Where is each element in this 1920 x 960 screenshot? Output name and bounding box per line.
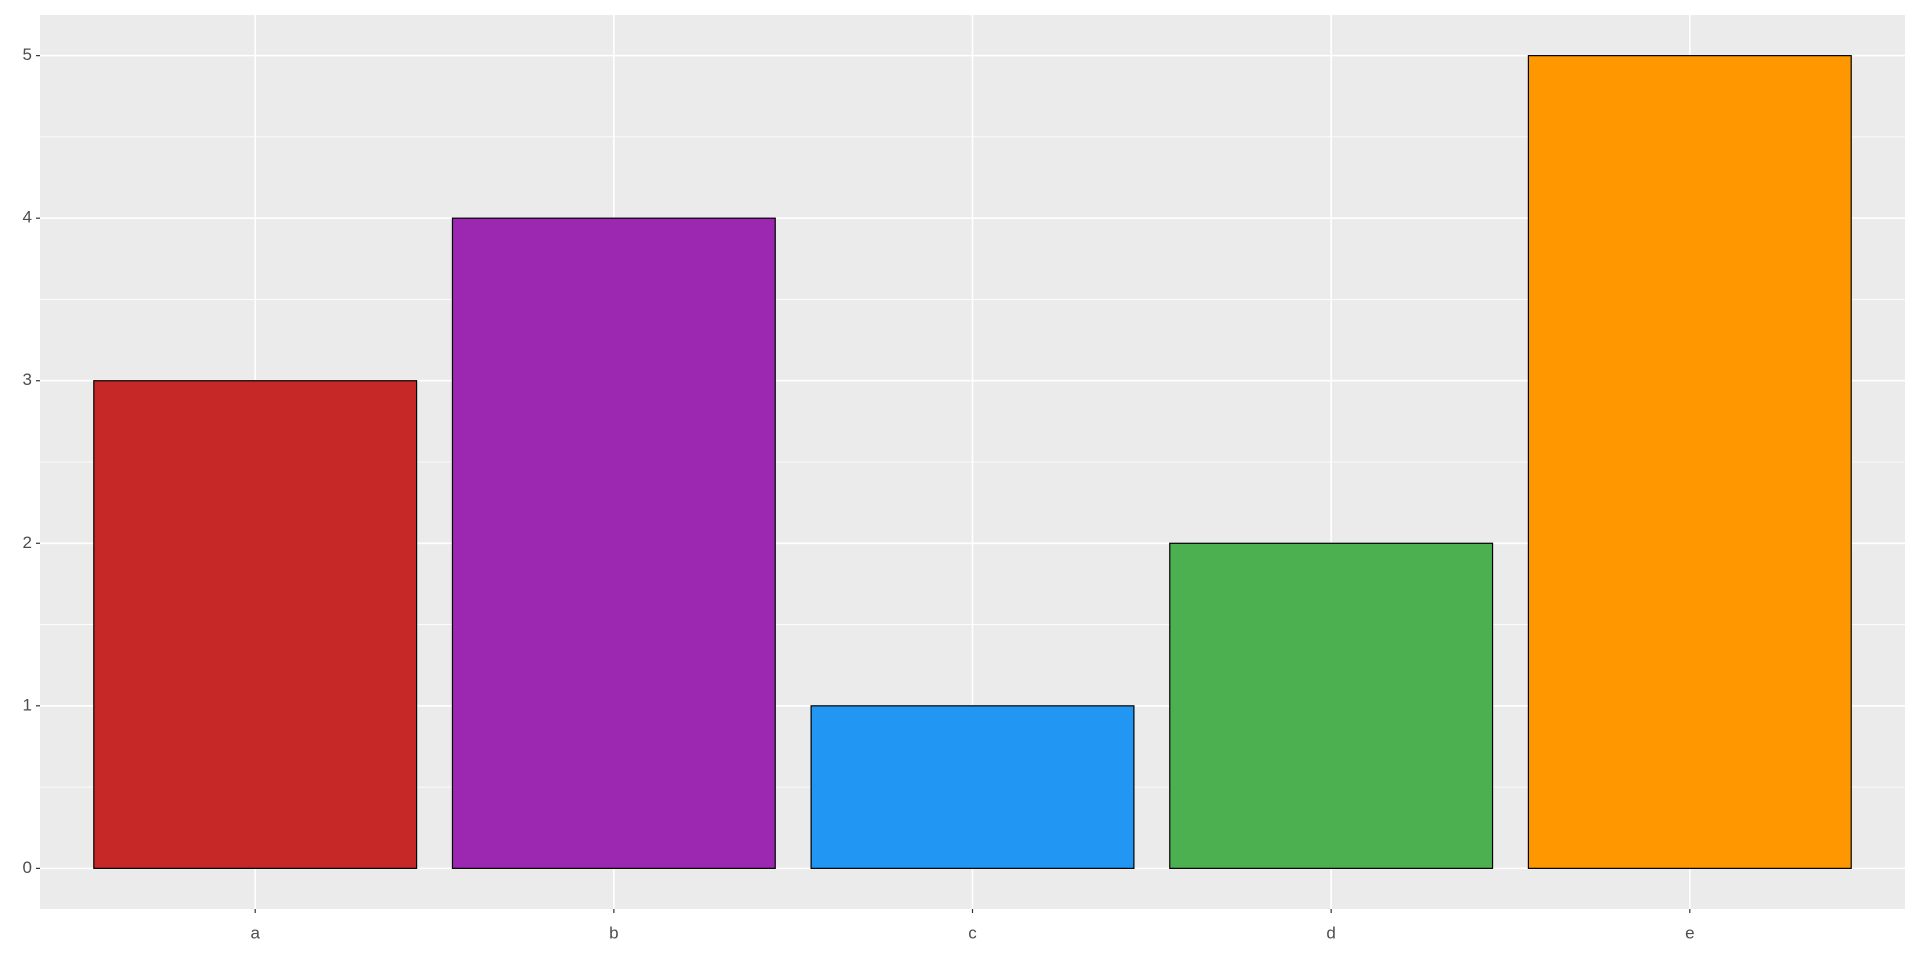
x-tick-label: a [250,923,260,942]
x-tick-label: b [609,923,618,942]
y-tick-label: 4 [23,208,32,227]
x-tick-label: d [1326,923,1335,942]
bar [810,705,1135,869]
y-tick-label: 5 [23,45,32,64]
x-tick-label: e [1685,923,1694,942]
y-tick-label: 0 [23,858,32,877]
bar [451,217,776,869]
y-tick-label: 3 [23,370,32,389]
y-tick-label: 1 [23,695,32,714]
y-tick-label: 2 [23,533,32,552]
bar [1527,55,1852,869]
x-tick-label: c [968,923,977,942]
bar [1169,542,1494,869]
bar [93,380,418,869]
